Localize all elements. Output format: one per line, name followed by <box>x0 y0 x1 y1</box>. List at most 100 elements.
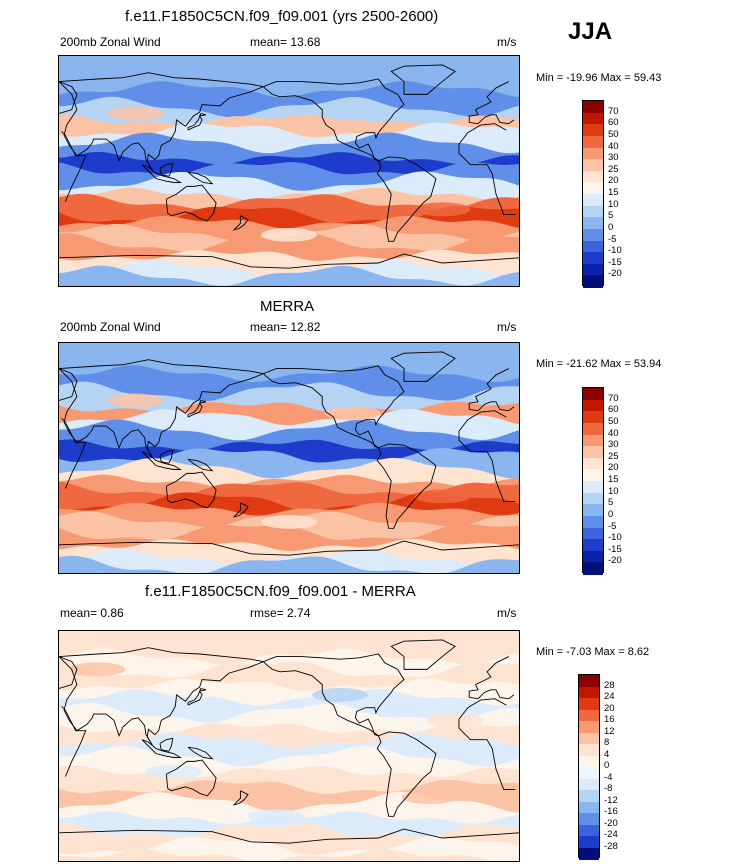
coastline <box>469 114 515 125</box>
coastline <box>59 81 78 114</box>
colorbar-tick-label: 24 <box>604 691 615 702</box>
colorbar-tick-label: 10 <box>608 198 619 210</box>
contour-blob <box>107 106 164 121</box>
colorbar-swatch <box>583 112 603 125</box>
variable-label: 200mb Zonal Wind <box>60 35 161 49</box>
contour-blob <box>184 125 241 140</box>
colorbar-tick-label: 50 <box>608 128 619 140</box>
colorbar-swatch <box>583 182 603 195</box>
colorbar-swatch <box>583 434 603 447</box>
coastline <box>187 399 207 418</box>
coastline <box>187 746 214 760</box>
colorbar-tick-label: 4 <box>604 748 610 760</box>
contour-blob <box>312 687 368 702</box>
coastline <box>458 410 507 432</box>
coastline <box>232 502 249 518</box>
colorbar-tick-label: 5 <box>608 210 614 222</box>
panel-title: f.e11.F1850C5CN.f09_f09.001 - MERRA <box>145 583 416 600</box>
coastline <box>141 739 182 758</box>
contour-band <box>59 265 519 286</box>
contour-blob <box>261 514 317 529</box>
coastline <box>141 451 182 470</box>
colorbar-swatch <box>583 194 603 207</box>
coastline <box>165 471 217 509</box>
colorbar-swatch <box>583 539 603 552</box>
coastline <box>61 131 87 202</box>
colorbar-swatch <box>583 240 603 253</box>
coastline <box>59 656 78 689</box>
contour-blob <box>427 713 483 728</box>
colorbar-swatch <box>583 101 603 114</box>
mean-label: mean= 0.86 <box>60 606 124 620</box>
colorbar-tick-label: -15 <box>608 543 622 555</box>
colorbar-tick-label: 50 <box>608 415 619 427</box>
colorbar-swatch <box>583 527 603 540</box>
colorbar-swatch <box>583 275 603 288</box>
coastline <box>59 253 519 269</box>
colorbar-tick-label: 20 <box>608 462 619 474</box>
coastline <box>159 737 174 752</box>
colorbar-swatch <box>583 492 603 505</box>
colorbar-tick-label: 12 <box>604 725 615 737</box>
map-field <box>59 631 519 861</box>
difference-map <box>58 630 520 862</box>
colorbar-swatch <box>579 824 599 837</box>
coastline <box>263 365 405 449</box>
colorbar-swatch <box>583 550 603 563</box>
coastline <box>390 64 456 95</box>
colorbar-tick-label: 30 <box>608 152 619 164</box>
coastline <box>468 81 509 123</box>
colorbar-tick-label: 28 <box>604 679 615 691</box>
colorbar-swatch <box>579 836 599 848</box>
colorbar-tick-label: -20 <box>608 268 622 280</box>
colorbar-tick-label: -10 <box>608 245 622 257</box>
coastline <box>61 418 87 489</box>
coastline <box>376 443 437 529</box>
coastline <box>390 351 456 382</box>
coastline <box>59 828 519 844</box>
season-label: JJA <box>568 18 613 45</box>
colorbar-swatch <box>579 732 599 745</box>
colorbar-tick-label: 40 <box>608 140 619 152</box>
units-label: m/s <box>497 606 517 620</box>
mean-label: mean= 12.82 <box>250 320 321 334</box>
colorbar-swatch <box>583 217 603 230</box>
coastline <box>59 540 519 556</box>
colorbar-swatch <box>583 457 603 470</box>
coastline <box>159 162 174 177</box>
coastline <box>165 759 217 797</box>
contour-blob <box>107 393 164 408</box>
coastline <box>469 401 515 412</box>
colorbar-swatch <box>583 411 603 424</box>
colorbar-tick-label: 60 <box>608 117 619 129</box>
colorbar-swatch <box>583 399 603 412</box>
contour-blob <box>414 202 471 217</box>
coastline <box>232 790 249 806</box>
colorbar-tick-label: 0 <box>604 760 610 771</box>
colorbar-swatch <box>583 446 603 459</box>
coastline <box>187 687 207 706</box>
coastline <box>458 123 507 145</box>
colorbar-swatch <box>579 686 599 699</box>
coastline <box>59 368 78 401</box>
colorbar-swatch <box>583 504 603 517</box>
colorbar-swatch <box>579 675 599 687</box>
colorbar-tick-label: 5 <box>608 497 614 509</box>
contour-blob <box>261 227 317 242</box>
colorbar-tick-label: -12 <box>604 794 618 806</box>
colorbar-swatch <box>579 755 599 768</box>
contour-blob <box>69 662 126 677</box>
colorbar-swatch <box>583 422 603 435</box>
coastline <box>458 698 507 720</box>
colorbar-tick-label: 40 <box>608 427 619 439</box>
coastline <box>469 689 515 700</box>
coastline <box>187 458 214 472</box>
colorbar-swatch <box>579 790 599 802</box>
coastline <box>458 144 516 215</box>
minmax-label: Min = -19.96 Max = 59.43 <box>536 72 662 84</box>
colorbar-box <box>578 674 600 860</box>
contour-blob <box>146 764 202 779</box>
colorbar-swatch <box>583 147 603 160</box>
colorbar: 28 24 20 16 12 8 4 0 -4 -8 -12 -16 -20 -24 -28 <box>578 674 618 860</box>
colorbar-swatch <box>579 778 599 791</box>
